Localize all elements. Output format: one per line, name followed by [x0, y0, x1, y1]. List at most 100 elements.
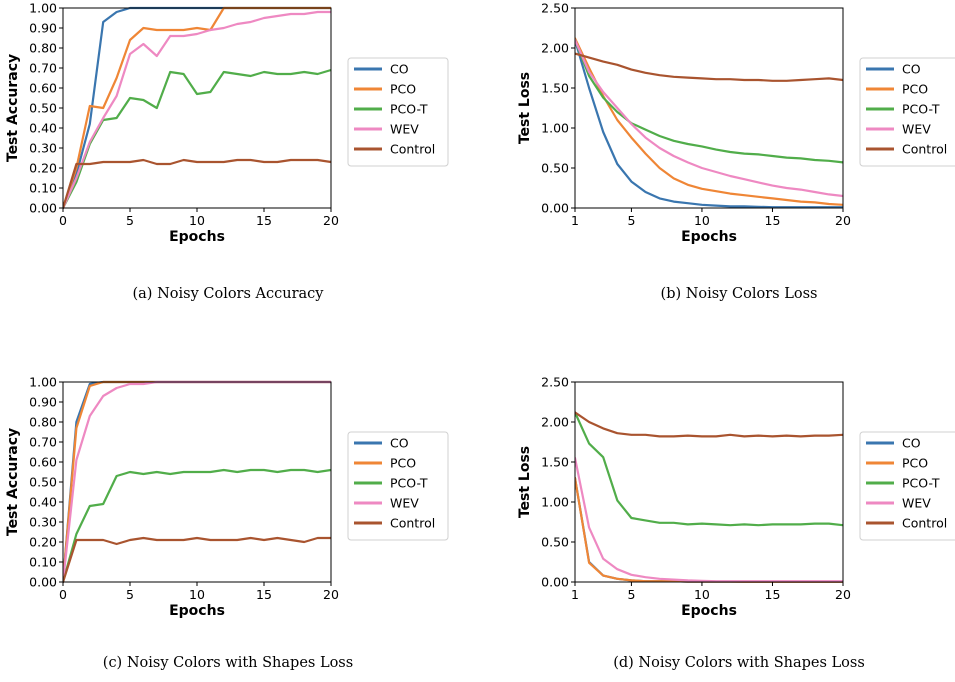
legend-label: CO [390, 436, 409, 451]
legend-label: WEV [390, 496, 419, 511]
y-axis-label: Test Loss [517, 72, 533, 144]
x-tick-label: 15 [765, 213, 781, 228]
x-tick-label: 1 [571, 213, 579, 228]
series-line-control [575, 52, 843, 82]
y-tick-label: 0.60 [29, 81, 57, 96]
series-line-pco [575, 37, 843, 206]
y-tick-label: 0.70 [29, 61, 57, 76]
x-tick-label: 5 [126, 587, 134, 602]
y-tick-label: 0.00 [541, 575, 569, 590]
y-tick-label: 0.70 [29, 435, 57, 450]
y-tick-label: 0.20 [29, 535, 57, 550]
figure-caption: (c) Noisy Colors with Shapes Loss [103, 655, 353, 671]
legend-label: CO [902, 62, 921, 77]
figure-caption: (d) Noisy Colors with Shapes Loss [613, 655, 865, 671]
legend-label: PCO [902, 456, 928, 471]
legend-box [859, 431, 955, 541]
y-tick-label: 0.00 [29, 201, 57, 216]
x-tick-label: 0 [59, 213, 67, 228]
figure-caption: (a) Noisy Colors Accuracy [133, 286, 325, 302]
x-tick-label: 5 [627, 587, 635, 602]
y-tick-label: 1.50 [541, 455, 569, 470]
chart-panel-0: 0.00 0.10 0.20 0.30 0.40 0.50 0.60 0.70 0.80 0.90… [5, 1, 449, 302]
series-lines [575, 37, 843, 209]
x-tick-label: 20 [835, 213, 851, 228]
series-line-wev [575, 456, 843, 583]
y-tick-label: 0.30 [29, 515, 57, 530]
legend: CO PCO PCO-T WEV Control [859, 431, 955, 541]
legend-label: PCO-T [902, 102, 940, 117]
series-line-control [63, 158, 331, 209]
legend-label: WEV [902, 496, 931, 511]
series-line-co [575, 38, 843, 209]
series-lines [63, 380, 331, 583]
y-axis-label: Test Accuracy [5, 428, 21, 536]
series-line-wev [575, 38, 843, 198]
series-line-wev [63, 380, 331, 583]
legend-label: PCO-T [390, 102, 428, 117]
y-tick-label: 0.40 [29, 495, 57, 510]
x-tick-label: 20 [323, 213, 339, 228]
legend-box [859, 57, 955, 167]
legend-label: CO [390, 62, 409, 77]
legend-label: Control [902, 516, 947, 531]
legend-label: PCO-T [390, 476, 428, 491]
x-axis-label: Epochs [169, 603, 225, 619]
series-line-pco-t [575, 38, 843, 164]
series-lines [575, 411, 843, 583]
legend: CO PCO PCO-T WEV Control [347, 431, 449, 541]
y-tick-label: 1.00 [541, 495, 569, 510]
y-tick-label: 0.90 [29, 395, 57, 410]
legend-label: WEV [902, 122, 931, 137]
y-tick-label: 1.00 [29, 1, 57, 16]
y-tick-label: 0.20 [29, 161, 57, 176]
y-tick-label: 0.00 [541, 201, 569, 216]
y-tick-label: 1.50 [541, 81, 569, 96]
plot-frame [574, 381, 844, 583]
figure-caption: (b) Noisy Colors Loss [661, 286, 818, 302]
legend: CO PCO PCO-T WEV Control [347, 57, 449, 167]
x-tick-label: 15 [765, 587, 781, 602]
y-tick-label: 0.60 [29, 455, 57, 470]
y-tick-label: 0.10 [29, 555, 57, 570]
y-tick-label: 0.00 [29, 575, 57, 590]
series-line-wev [63, 10, 331, 209]
y-tick-label: 1.00 [29, 375, 57, 390]
legend-label: PCO [902, 82, 928, 97]
series-line-pco-t [575, 411, 843, 527]
y-tick-label: 2.00 [541, 41, 569, 56]
series-line-pco-t [63, 468, 331, 583]
series-line-control [63, 536, 331, 583]
legend-label: WEV [390, 122, 419, 137]
legend-label: CO [902, 436, 921, 451]
legend-label: Control [390, 142, 435, 157]
y-tick-label: 0.90 [29, 21, 57, 36]
series-line-pco [63, 380, 331, 583]
y-tick-label: 2.00 [541, 415, 569, 430]
x-tick-label: 10 [694, 587, 710, 602]
y-tick-label: 0.80 [29, 41, 57, 56]
y-tick-label: 1.00 [541, 121, 569, 136]
series-lines [63, 6, 331, 209]
legend-label: PCO [390, 456, 416, 471]
y-tick-label: 0.10 [29, 181, 57, 196]
x-axis-label: Epochs [681, 603, 737, 619]
series-line-pco [63, 6, 331, 209]
x-tick-label: 20 [835, 587, 851, 602]
x-axis-label: Epochs [169, 229, 225, 245]
legend-label: Control [902, 142, 947, 157]
x-tick-label: 20 [323, 587, 339, 602]
plot-frame [62, 381, 332, 583]
x-tick-label: 5 [627, 213, 635, 228]
legend-label: PCO-T [902, 476, 940, 491]
x-tick-label: 1 [571, 587, 579, 602]
y-tick-label: 0.80 [29, 415, 57, 430]
chart-panel-2: 0.00 0.10 0.20 0.30 0.40 0.50 0.60 0.70 0.80 0.90… [5, 375, 449, 671]
y-tick-label: 2.50 [541, 375, 569, 390]
y-axis-label: Test Accuracy [5, 54, 21, 162]
legend-label: PCO [390, 82, 416, 97]
legend-label: Control [390, 516, 435, 531]
legend-box [347, 57, 449, 167]
x-tick-label: 0 [59, 587, 67, 602]
